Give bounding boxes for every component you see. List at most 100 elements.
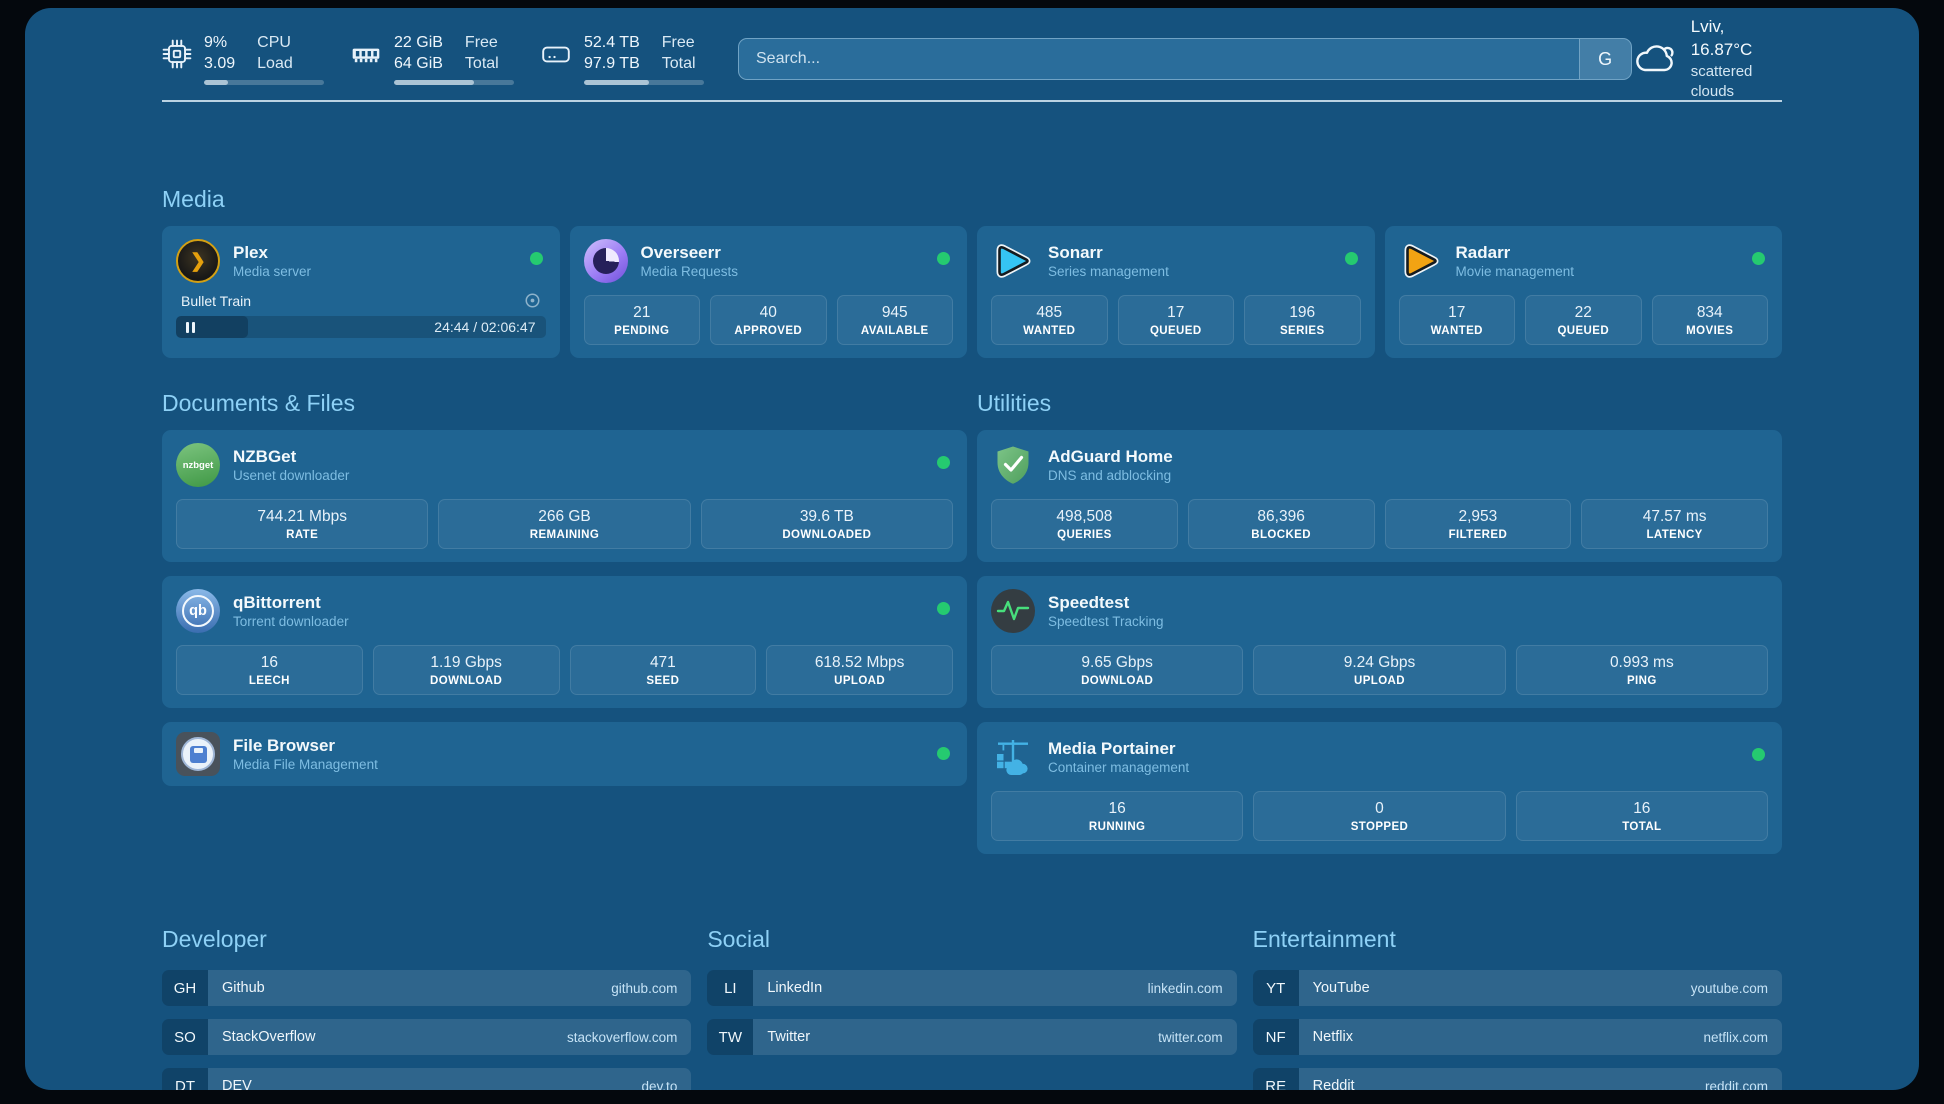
app-name: NZBGet (233, 446, 297, 466)
app-name: AdGuard Home (1048, 446, 1173, 466)
overseerr-icon (583, 239, 628, 283)
qbittorrent-icon: qb (176, 589, 220, 633)
bookmark-url: linkedin.com (1147, 980, 1223, 996)
system-stats: 9% 3.09 CPU Load (162, 33, 704, 85)
stat-box-ping: 0.993 ms PING (1515, 645, 1768, 695)
sonarr-icon (991, 239, 1035, 283)
cpu-load-value: 3.09 (204, 55, 236, 72)
bookmark-url: youtube.com (1690, 980, 1768, 996)
cpu-usage-label: CPU (257, 34, 291, 52)
memory-stat: 22 GiB 64 GiB Free Total (350, 33, 514, 85)
app-name: Media Portainer (1048, 738, 1176, 758)
dashboard-panel: 9% 3.09 CPU Load (25, 8, 1919, 1090)
bookmark-dev[interactable]: DT DEV dev.to (162, 1068, 692, 1091)
bookmark-name: StackOverflow (222, 1029, 316, 1045)
pause-icon[interactable] (186, 321, 195, 333)
app-card-qbittorrent[interactable]: qb qBittorrent Torrent downloader 16 LEEC… (162, 576, 967, 708)
app-subtitle: Media server (233, 264, 312, 280)
bookmark-url: dev.to (641, 1078, 678, 1091)
player-progress-bar[interactable]: 24:44 / 02:06:47 (176, 316, 546, 338)
cpu-icon (162, 39, 192, 69)
stat-box-downloaded: 39.6 TB DOWNLOADED (700, 499, 953, 549)
cloud-icon (1632, 41, 1678, 77)
bookmark-reddit[interactable]: RE Reddit reddit.com (1252, 1068, 1782, 1091)
search-engine-button[interactable]: G (1578, 39, 1631, 79)
disk-stat: 52.4 TB 97.9 TB Free Total (540, 33, 704, 85)
bookmark-youtube[interactable]: YT YouTube youtube.com (1252, 970, 1782, 1006)
bookmark-url: netflix.com (1703, 1029, 1768, 1045)
app-card-overseerr[interactable]: Overseerr Media Requests 21 PENDING 40 APP… (569, 226, 967, 358)
stat-box-running: 16 RUNNING (991, 791, 1244, 841)
bookmark-github[interactable]: GH Github github.com (162, 970, 692, 1006)
weather-widget: Lviv, 16.87°C scattered clouds (1632, 16, 1782, 102)
record-icon[interactable] (524, 292, 541, 309)
bookmark-netflix[interactable]: NF Netflix netflix.com (1252, 1019, 1782, 1055)
disk-progress-bar (584, 79, 704, 85)
app-subtitle: Torrent downloader (233, 614, 349, 630)
stat-box-queries: 498,508 QUERIES (991, 499, 1178, 549)
stat-box-pending: 21 PENDING (583, 295, 700, 345)
stat-box-blocked: 86,396 BLOCKED (1187, 499, 1375, 549)
app-subtitle: Series management (1048, 264, 1169, 280)
app-name: qBittorrent (233, 592, 321, 612)
bookmark-group-social: Social LI LinkedIn linkedin.com TW Twitte… (707, 926, 1237, 1090)
bookmark-abbr: TW (707, 1019, 754, 1055)
bookmark-abbr: SO (162, 1019, 208, 1055)
status-dot (1752, 252, 1765, 265)
app-card-speedtest[interactable]: Speedtest Speedtest Tracking 9.65 Gbps DO… (977, 576, 1782, 708)
app-card-filebrowser[interactable]: File Browser Media File Management (162, 722, 967, 786)
stat-box-upload: 9.24 Gbps UPLOAD (1253, 645, 1506, 695)
app-name: Sonarr (1048, 242, 1103, 262)
weather-condition: scattered clouds (1690, 62, 1753, 100)
status-dot (937, 252, 950, 265)
search-input[interactable] (739, 39, 1579, 79)
cpu-load-label: Load (257, 55, 293, 72)
bookmark-url: twitter.com (1158, 1029, 1223, 1045)
app-name: File Browser (233, 735, 336, 755)
bookmark-group-entertainment: Entertainment YT YouTube youtube.com NF N… (1252, 926, 1782, 1091)
disk-total-label: Total (661, 55, 696, 72)
bookmark-name: Netflix (1312, 1029, 1353, 1045)
section-title-social: Social (707, 926, 770, 952)
memory-total-value: 64 GiB (394, 55, 443, 72)
bookmark-name: Twitter (767, 1029, 811, 1045)
search-bar: G (738, 38, 1632, 80)
app-subtitle: Media Requests (640, 264, 739, 280)
bookmark-twitter[interactable]: TW Twitter twitter.com (707, 1019, 1237, 1055)
stat-box-queued: 17 QUEUED (1117, 295, 1234, 345)
app-card-sonarr[interactable]: Sonarr Series management 485 WANTED 17 QUE… (977, 226, 1375, 358)
stat-box-movies: 834 MOVIES (1651, 295, 1768, 345)
bookmark-url: reddit.com (1704, 1078, 1768, 1091)
app-subtitle: Movie management (1455, 264, 1575, 280)
memory-free-value: 22 GiB (394, 34, 443, 52)
app-card-adguard[interactable]: AdGuard Home DNS and adblocking 498,508 Q… (977, 430, 1782, 562)
bookmark-abbr: NF (1252, 1019, 1299, 1055)
app-card-plex[interactable]: ❯ Plex Media server Bullet Train (162, 226, 560, 358)
bookmark-abbr: GH (162, 970, 208, 1006)
bookmark-stackoverflow[interactable]: SO StackOverflow stackoverflow.com (162, 1019, 692, 1055)
nzbget-icon: nzbget (176, 443, 220, 487)
player-time: 24:44 / 02:06:47 (434, 319, 536, 335)
bookmark-name: Github (222, 980, 265, 996)
stat-box-total: 16 TOTAL (1515, 791, 1768, 841)
bookmark-abbr: YT (1252, 970, 1299, 1006)
bookmark-url: stackoverflow.com (567, 1029, 678, 1045)
stat-box-stopped: 0 STOPPED (1253, 791, 1506, 841)
app-card-portainer[interactable]: Media Portainer Container management 16 R… (977, 722, 1782, 854)
stat-box-available: 945 AVAILABLE (836, 295, 953, 345)
status-dot (1752, 748, 1765, 761)
bookmark-abbr: RE (1252, 1068, 1299, 1090)
status-dot (937, 456, 950, 469)
cpu-progress-fill (204, 79, 228, 85)
status-dot (937, 747, 950, 760)
section-title-developer: Developer (162, 926, 267, 952)
app-subtitle: Media File Management (233, 757, 378, 773)
app-subtitle: Container management (1048, 760, 1190, 776)
bookmark-linkedin[interactable]: LI LinkedIn linkedin.com (707, 970, 1237, 1006)
stat-box-upload: 618.52 Mbps UPLOAD (766, 645, 953, 695)
app-card-nzbget[interactable]: nzbget NZBGet Usenet downloader 744.21 M… (162, 430, 967, 562)
stat-box-download: 1.19 Gbps DOWNLOAD (372, 645, 560, 695)
app-card-radarr[interactable]: Radarr Movie management 17 WANTED 22 QUEUE… (1384, 226, 1782, 358)
cpu-progress-bar (204, 79, 324, 85)
app-name: Speedtest (1048, 592, 1130, 612)
